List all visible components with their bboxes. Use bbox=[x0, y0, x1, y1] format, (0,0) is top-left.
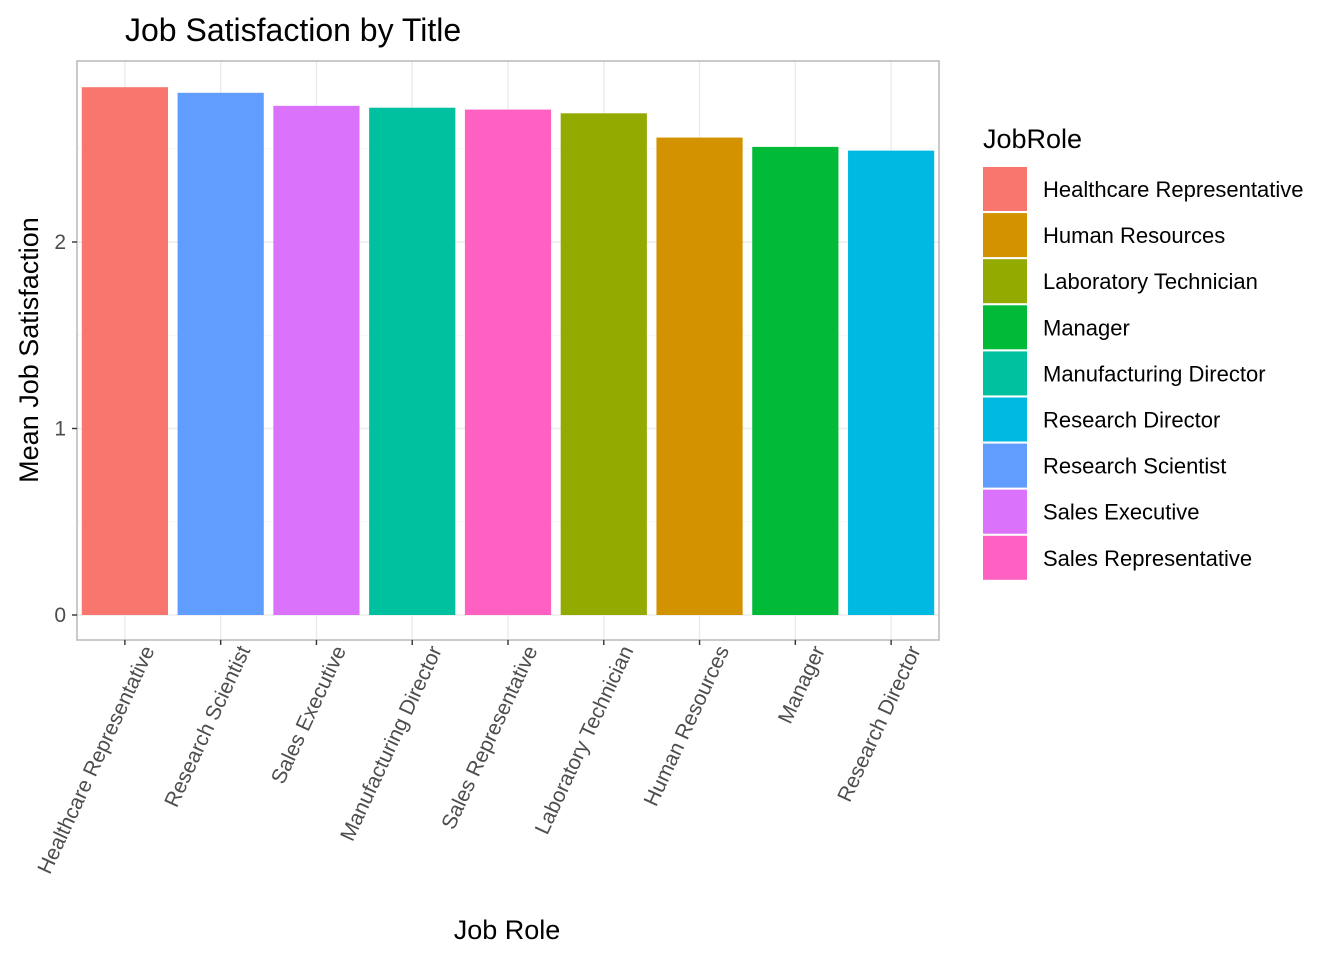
y-tick-label: 2 bbox=[54, 231, 66, 254]
bar bbox=[177, 92, 264, 616]
legend-key bbox=[983, 305, 1027, 350]
x-tick-label: Sales Executive bbox=[267, 642, 351, 787]
legend-label: Manager bbox=[1043, 315, 1130, 340]
bar bbox=[752, 146, 839, 615]
bar bbox=[560, 113, 647, 615]
legend-key bbox=[983, 213, 1027, 258]
legend-key bbox=[983, 351, 1027, 396]
bar bbox=[848, 150, 935, 616]
y-axis: 0 1 2 bbox=[54, 231, 77, 627]
y-axis-title: Mean Job Satisfaction bbox=[14, 217, 44, 483]
x-tick-label: Human Resources bbox=[640, 642, 734, 809]
x-tick-label: Manager bbox=[774, 642, 830, 727]
legend-label: Human Resources bbox=[1043, 223, 1225, 248]
legend-key bbox=[983, 443, 1027, 488]
legend-key bbox=[983, 167, 1027, 211]
bar bbox=[464, 109, 552, 616]
x-axis: Healthcare Representative Research Scient… bbox=[33, 640, 926, 877]
y-tick-label: 0 bbox=[54, 604, 66, 627]
x-tick-label: Manufacturing Director bbox=[336, 642, 447, 844]
x-tick-label: Research Scientist bbox=[160, 642, 255, 811]
legend-label: Research Director bbox=[1043, 408, 1220, 433]
x-tick-label: Sales Representative bbox=[437, 642, 542, 833]
legend-label: Healthcare Representative bbox=[1043, 177, 1303, 202]
legend-label: Sales Representative bbox=[1043, 546, 1252, 571]
legend-title: JobRole bbox=[983, 124, 1082, 154]
chart-title: Job Satisfaction by Title bbox=[125, 12, 461, 48]
legend-key bbox=[983, 397, 1027, 442]
bar bbox=[656, 137, 743, 615]
legend-key bbox=[983, 535, 1027, 580]
legend-key bbox=[983, 489, 1027, 534]
bars bbox=[81, 87, 935, 616]
legend-label: Research Scientist bbox=[1043, 454, 1226, 479]
legend-label: Sales Executive bbox=[1043, 500, 1200, 525]
bar bbox=[81, 87, 168, 615]
bar bbox=[369, 107, 456, 615]
legend-label: Manufacturing Director bbox=[1043, 361, 1266, 386]
legend: JobRole Healthcare Representative Human R… bbox=[983, 124, 1303, 580]
legend-key bbox=[983, 259, 1027, 304]
x-tick-label: Research Director bbox=[833, 642, 925, 805]
x-tick-label: Healthcare Representative bbox=[33, 642, 159, 877]
bar bbox=[273, 105, 360, 615]
y-tick-label: 1 bbox=[54, 418, 66, 441]
x-tick-label: Laboratory Technician bbox=[531, 642, 639, 838]
legend-label: Laboratory Technician bbox=[1043, 269, 1258, 294]
x-axis-title: Job Role bbox=[454, 915, 561, 945]
